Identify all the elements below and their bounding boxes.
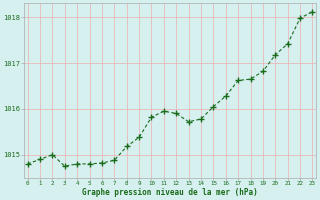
X-axis label: Graphe pression niveau de la mer (hPa): Graphe pression niveau de la mer (hPa) [82, 188, 258, 197]
